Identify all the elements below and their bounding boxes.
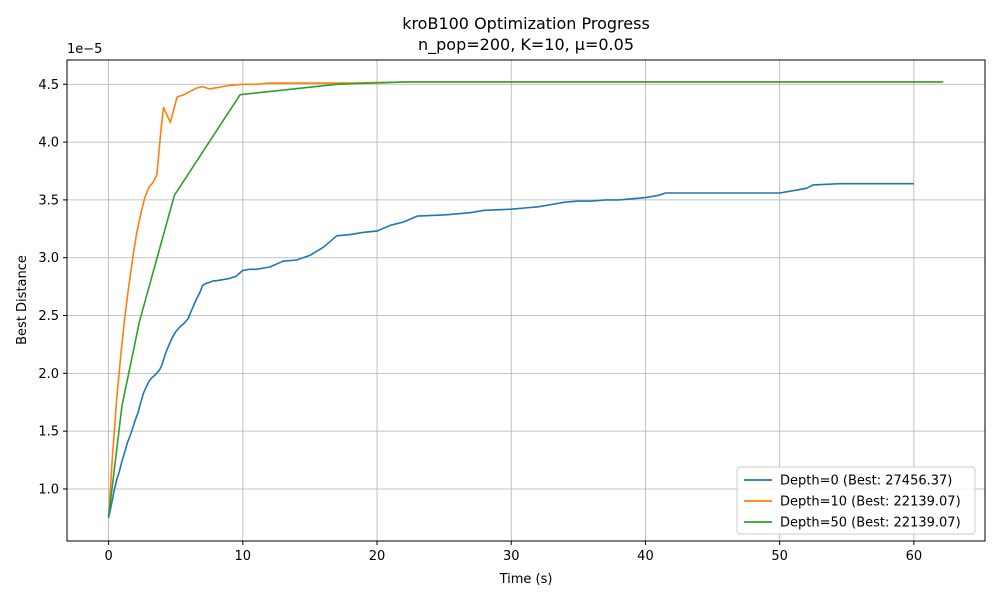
x-tick-label: 50 [771, 549, 788, 564]
plot-frame [66, 59, 986, 542]
grid [67, 60, 985, 541]
y-tick-label: 1.5 [38, 425, 59, 440]
x-tick-label: 30 [503, 549, 520, 564]
y-axis-label: Best Distance [15, 255, 30, 345]
y-tick-label: 3.5 [38, 193, 59, 208]
legend-label-2: Depth=50 (Best: 22139.07) [780, 516, 961, 531]
x-tick-label: 0 [104, 549, 112, 564]
x-tick-label: 40 [637, 549, 654, 564]
legend-label-0: Depth=0 (Best: 27456.37) [780, 474, 952, 489]
series-line-2 [107, 81, 944, 517]
y-tick-label: 1.0 [38, 482, 59, 497]
legend-box [736, 466, 976, 535]
series-line-1 [107, 81, 941, 517]
y-tick-label: 4.5 [38, 78, 59, 93]
x-tick-label: 20 [369, 549, 386, 564]
y-offset-label: 1e−5 [67, 42, 102, 57]
y-axis-ticks: 1.0 1.5 2.0 2.5 3.0 3.5 4.0 4.5 [38, 78, 67, 497]
legend-label-1: Depth=10 (Best: 22139.07) [780, 495, 961, 510]
x-axis-ticks: 0 10 20 30 40 50 60 [104, 541, 922, 564]
y-tick-label: 3.0 [38, 251, 59, 266]
series-lines [107, 81, 944, 519]
y-tick-label: 2.0 [38, 367, 59, 382]
x-axis-label: Time (s) [499, 572, 553, 587]
chart-title: kroB100 Optimization Progress [402, 14, 650, 33]
x-tick-label: 10 [235, 549, 252, 564]
x-tick-label: 60 [906, 549, 923, 564]
y-tick-label: 4.0 [38, 136, 59, 151]
legend: Depth=0 (Best: 27456.37) Depth=10 (Best: … [736, 466, 976, 535]
chart-subtitle: n_pop=200, K=10, μ=0.05 [418, 35, 634, 55]
y-tick-label: 2.5 [38, 309, 59, 324]
series-line-0 [107, 182, 914, 519]
